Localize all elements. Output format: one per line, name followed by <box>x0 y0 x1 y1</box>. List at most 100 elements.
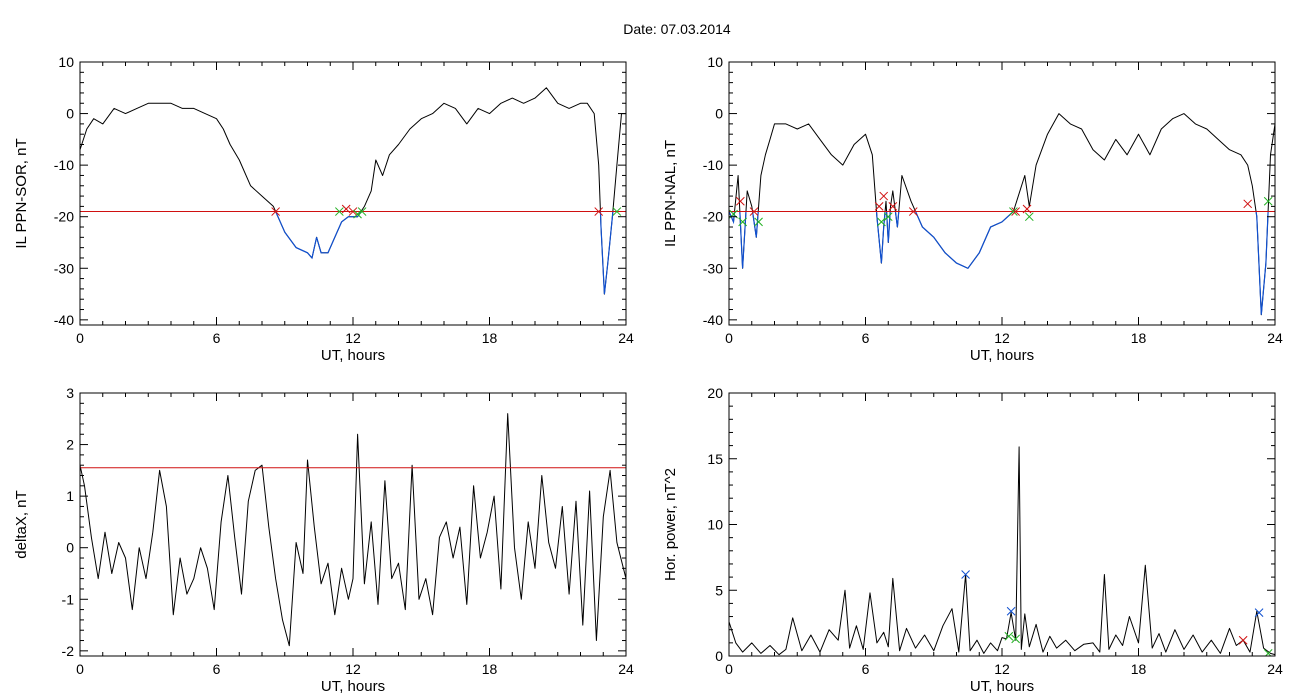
y-axis-label: IL PPN-NAL, nT <box>662 140 679 247</box>
x-tick-label: 12 <box>994 330 1010 346</box>
data-marker <box>348 207 358 216</box>
x-axis-label: UT, hours <box>321 678 385 695</box>
y-tick-label: 0 <box>715 648 723 664</box>
x-tick-label: 18 <box>482 661 498 677</box>
series-line <box>729 446 1275 656</box>
y-tick-label: -40 <box>54 312 74 328</box>
data-marker <box>879 191 889 201</box>
x-tick-label: 0 <box>76 330 84 346</box>
x-tick-label: 18 <box>1131 330 1147 346</box>
x-tick-label: 6 <box>862 661 870 677</box>
series-line <box>729 113 1275 316</box>
y-tick-label: 0 <box>715 106 723 122</box>
y-tick-label: -30 <box>54 260 74 276</box>
y-tick-label: 15 <box>707 451 723 467</box>
marker-stroke <box>1006 606 1016 616</box>
y-tick-label: 2 <box>66 437 74 453</box>
data-marker <box>1254 608 1264 617</box>
marker-stroke <box>749 207 759 216</box>
x-tick-label: 24 <box>1267 661 1283 677</box>
series-line-below-threshold <box>275 211 614 295</box>
marker-stroke <box>754 217 763 227</box>
y-tick-label: 0 <box>66 540 74 556</box>
x-tick-label: 6 <box>862 330 870 346</box>
marker-stroke <box>874 202 884 211</box>
data-marker <box>271 207 281 216</box>
x-axis-label: UT, hours <box>321 347 385 364</box>
y-tick-label: 1 <box>66 488 74 504</box>
y-tick-label: 3 <box>66 385 74 401</box>
data-marker <box>738 217 748 227</box>
data-marker <box>357 207 367 216</box>
data-marker <box>1263 196 1273 206</box>
plot-area <box>729 113 1275 316</box>
x-tick-label: 0 <box>76 661 84 677</box>
x-tick-label: 12 <box>994 661 1010 677</box>
marker-stroke <box>1011 207 1021 216</box>
marker-stroke <box>888 202 898 211</box>
data-marker <box>334 207 344 216</box>
marker-stroke <box>1011 634 1021 644</box>
marker-stroke <box>877 217 886 227</box>
marker-stroke <box>961 570 970 579</box>
y-tick-label: 10 <box>58 54 74 70</box>
series-line <box>80 413 626 647</box>
y-axis-label: deltaX, nT <box>13 490 30 558</box>
y-tick-label: -20 <box>54 209 74 225</box>
marker-stroke <box>908 207 918 216</box>
y-tick-label: 0 <box>66 106 74 122</box>
y-tick-label: -30 <box>703 260 723 276</box>
marker-stroke <box>1254 608 1264 617</box>
data-marker <box>1011 634 1021 644</box>
marker-stroke <box>341 204 351 214</box>
plot-area <box>80 87 626 295</box>
data-marker <box>1004 631 1014 641</box>
data-marker <box>1011 207 1021 216</box>
plot-area <box>80 413 626 647</box>
marker-stroke <box>271 207 281 216</box>
data-marker <box>877 217 886 227</box>
data-marker <box>883 212 893 222</box>
y-tick-label: -20 <box>703 209 723 225</box>
y-tick-label: 10 <box>707 54 723 70</box>
axes-frame <box>728 61 1276 326</box>
x-tick-label: 6 <box>213 330 221 346</box>
data-marker <box>1243 199 1253 209</box>
data-marker <box>736 196 745 206</box>
chart-hor-power: 0 6 12 18 24 0 5 10 15 20 UT, hours Hor. power, nT^… <box>662 385 1283 695</box>
marker-stroke <box>1238 635 1248 645</box>
data-marker <box>908 207 918 216</box>
marker-stroke <box>738 217 748 227</box>
y-axis-label: Hor. power, nT^2 <box>662 468 679 581</box>
data-marker <box>754 217 763 227</box>
data-marker <box>341 204 351 214</box>
x-tick-label: 24 <box>618 661 634 677</box>
data-marker <box>1024 212 1034 222</box>
x-axis-label: UT, hours <box>970 678 1034 695</box>
marker-stroke <box>1009 207 1018 216</box>
marker-stroke <box>1263 196 1273 206</box>
marker-stroke <box>357 207 367 216</box>
x-tick-label: 0 <box>725 661 733 677</box>
marker-stroke <box>612 207 622 216</box>
axes-frame <box>728 392 1276 657</box>
marker-stroke <box>1264 649 1273 656</box>
y-tick-label: -40 <box>703 312 723 328</box>
x-tick-label: 18 <box>482 330 498 346</box>
y-axis-label: IL PPN-SOR, nT <box>13 138 30 248</box>
data-marker <box>749 207 759 216</box>
x-tick-label: 6 <box>213 661 221 677</box>
y-tick-label: 20 <box>707 385 723 401</box>
data-marker <box>1006 606 1016 616</box>
data-marker <box>1238 635 1248 645</box>
chart-il-sor: 0 6 12 18 24 -40 -30 -20 -10 0 10 UT, hours IL PPN-S… <box>13 54 634 364</box>
marker-stroke <box>736 196 745 206</box>
x-tick-label: 24 <box>618 330 634 346</box>
marker-stroke <box>594 207 604 216</box>
x-tick-label: 12 <box>345 661 361 677</box>
marker-stroke <box>1022 204 1032 214</box>
data-marker <box>874 202 884 211</box>
data-marker <box>1009 207 1018 216</box>
x-axis-label: UT, hours <box>970 347 1034 364</box>
